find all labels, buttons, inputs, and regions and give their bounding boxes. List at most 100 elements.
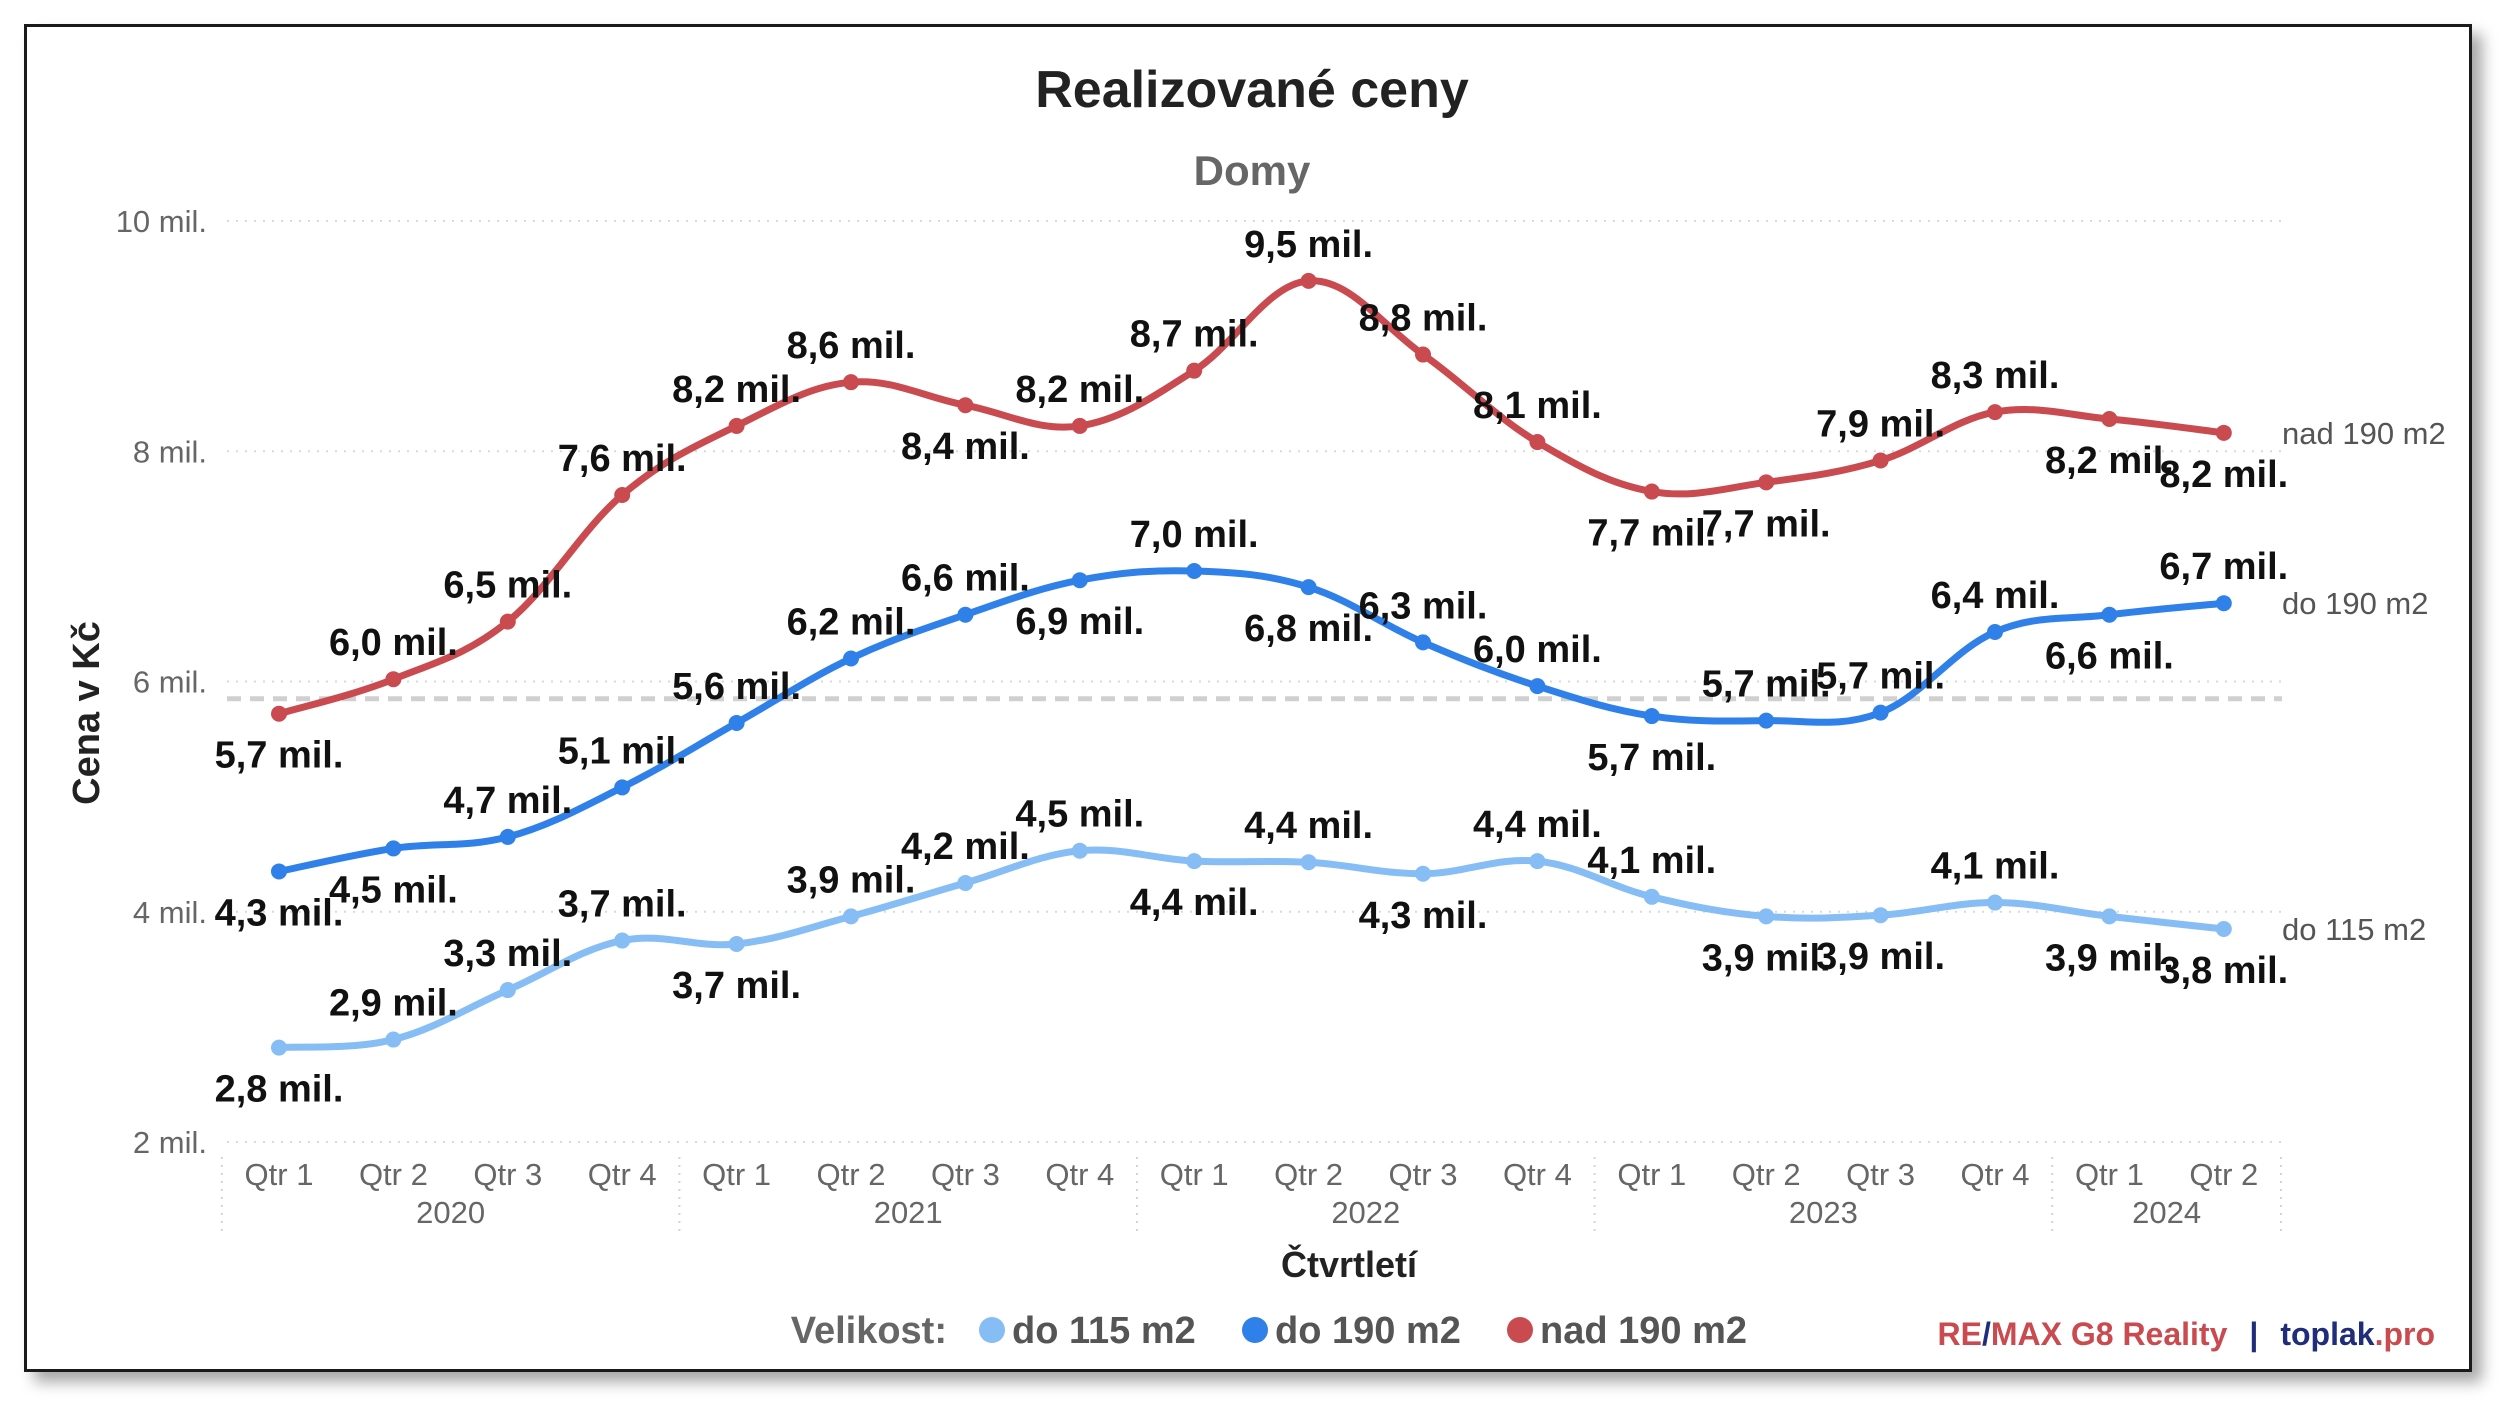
data-point (1643, 888, 1660, 905)
data-label: 4,3 mil. (215, 892, 344, 934)
data-point (271, 863, 287, 880)
data-point (1872, 704, 1889, 721)
data-label: 3,9 mil. (2045, 937, 2174, 979)
x-year-label: 2023 (1789, 1195, 1858, 1230)
data-label: 6,3 mil. (1359, 585, 1488, 627)
data-label: 8,3 mil. (1931, 355, 2060, 397)
data-label: 5,6 mil. (672, 666, 801, 708)
y-tick-label: 2 mil. (133, 1125, 207, 1160)
data-point (385, 840, 402, 857)
data-label: 6,6 mil. (901, 558, 1030, 600)
data-label: 6,7 mil. (2159, 546, 2288, 588)
data-point (843, 374, 859, 391)
y-tick-label: 4 mil. (133, 895, 207, 930)
data-label: 7,9 mil. (1816, 403, 1945, 445)
x-tick-label: Qtr 3 (1846, 1157, 1915, 1192)
data-label: 4,2 mil. (901, 826, 1030, 868)
data-label: 8,4 mil. (901, 426, 1030, 468)
data-point (1758, 908, 1775, 925)
data-label: 7,0 mil. (1130, 514, 1259, 556)
series-1 (271, 842, 2232, 1056)
brand-credit: RE/MAX G8 Reality | toplak.pro (1938, 1316, 2435, 1352)
data-label: 8,1 mil. (1473, 385, 1602, 427)
legend-entry: nad 190 m2 (1540, 1310, 1747, 1352)
data-label: 8,2 mil. (2045, 440, 2174, 482)
data-point (1872, 907, 1889, 924)
data-point (1987, 623, 2003, 640)
x-tick-label: Qtr 2 (1274, 1157, 1343, 1192)
x-tick-label: Qtr 1 (702, 1157, 771, 1192)
data-label: 3,9 mil. (1702, 937, 1831, 979)
data-point (1071, 417, 1088, 434)
x-tick-label: Qtr 2 (817, 1157, 886, 1192)
data-label: 5,7 mil. (1587, 737, 1716, 779)
legend-marker (979, 1317, 1005, 1343)
x-axis: Qtr 1 Qtr 2 Qtr 3 Qtr 4 Qtr 1 Qtr 2 Qtr 3 Qtr 4… (220, 1157, 2282, 1237)
data-label: 3,8 mil. (2159, 950, 2288, 992)
data-point (1872, 452, 1889, 469)
data-label: 6,0 mil. (329, 622, 458, 664)
brand-re: RE (1938, 1316, 1982, 1352)
data-point (614, 932, 631, 949)
legend-title: Velikost: (791, 1310, 947, 1352)
data-point (1529, 678, 1546, 695)
data-point (1300, 579, 1317, 596)
data-label: 4,4 mil. (1244, 805, 1373, 847)
data-point (728, 714, 745, 731)
data-point (957, 397, 974, 414)
series-lines (271, 272, 2232, 1056)
data-label: 4,5 mil. (329, 869, 458, 911)
data-point (843, 650, 859, 667)
x-tick-label: Qtr 4 (1503, 1157, 1572, 1192)
legend-entry: do 190 m2 (1275, 1310, 1461, 1352)
data-point (1529, 434, 1546, 451)
data-point (2101, 606, 2118, 623)
data-label: 4,3 mil. (1359, 895, 1488, 937)
data-point (385, 1031, 402, 1048)
series-end-label: nad 190 m2 (2282, 416, 2446, 451)
data-point (728, 935, 745, 952)
data-label: 6,0 mil. (1473, 629, 1602, 671)
series-end-label: do 190 m2 (2282, 586, 2429, 621)
x-axis-label: Čtvrtletí (1281, 1243, 1418, 1285)
data-point (1186, 562, 1203, 579)
data-labels: 2,8 mil. 2,9 mil. 3,3 mil. 3,7 mil. 3,7 mil.… (215, 224, 2446, 1111)
y-axis-ticks: 2 mil. 4 mil. 6 mil. 8 mil. 10 mil. (116, 204, 207, 1160)
data-label: 3,7 mil. (558, 884, 687, 926)
data-point (2215, 595, 2232, 612)
series-line (275, 567, 2228, 875)
data-point (1987, 404, 2003, 421)
x-tick-label: Qtr 4 (588, 1157, 657, 1192)
data-point (271, 1039, 287, 1056)
x-tick-label: Qtr 1 (2075, 1157, 2144, 1192)
y-tick-label: 6 mil. (133, 665, 207, 700)
data-point (1758, 474, 1775, 491)
line-chart: Realizované ceny Domy Cena v Kč Čtvrtlet… (66, 61, 2446, 1352)
data-point (1643, 483, 1660, 500)
data-point (499, 982, 516, 999)
data-point (385, 671, 402, 688)
legend-entry: do 115 m2 (1012, 1310, 1196, 1352)
data-point (614, 779, 631, 796)
data-point (1186, 853, 1203, 870)
data-point (1987, 894, 2003, 911)
legend-marker (1507, 1317, 1533, 1343)
data-point (1415, 634, 1431, 651)
data-label: 4,5 mil. (1015, 794, 1144, 836)
data-point (499, 613, 516, 630)
data-label: 2,8 mil. (215, 1069, 344, 1111)
data-point (957, 606, 974, 623)
data-point (1529, 853, 1546, 870)
x-tick-label: Qtr 1 (1160, 1157, 1229, 1192)
data-label: 8,2 mil. (1015, 369, 1144, 411)
series-2 (271, 562, 2232, 880)
data-point (499, 828, 516, 845)
data-label: 7,7 mil. (1587, 513, 1716, 555)
data-point (2101, 411, 2118, 428)
data-point (614, 486, 631, 503)
data-label: 5,7 mil. (1702, 664, 1831, 706)
x-tick-label: Qtr 2 (2189, 1157, 2258, 1192)
data-label: 6,2 mil. (787, 601, 916, 643)
data-label: 4,4 mil. (1130, 882, 1259, 924)
data-label: 5,7 mil. (1816, 656, 1945, 698)
